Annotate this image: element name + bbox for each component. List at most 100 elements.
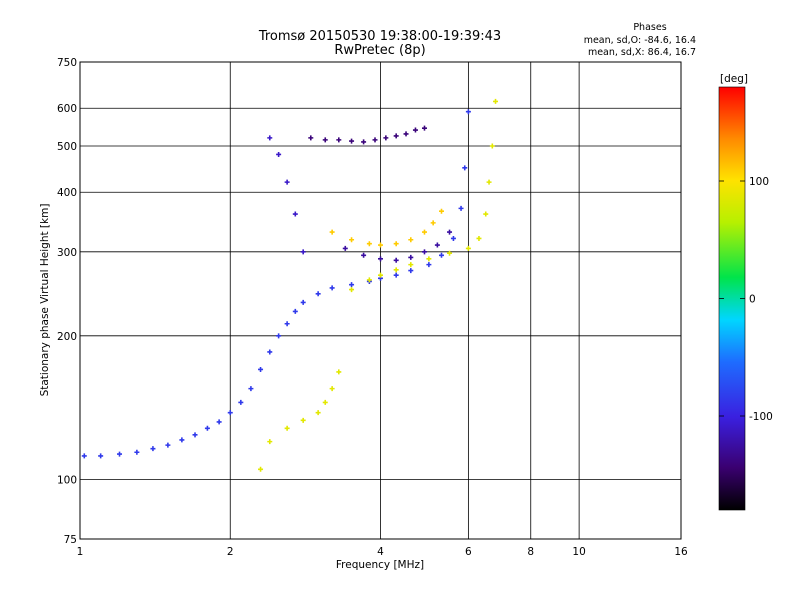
y-tick-label: 100 <box>57 474 77 486</box>
data-point <box>315 410 321 416</box>
data-point <box>329 285 335 291</box>
colorbar-tick-label: -100 <box>749 411 773 423</box>
data-point <box>393 272 399 278</box>
data-point <box>378 272 383 278</box>
data-point <box>284 425 290 431</box>
stats-heading: Phases <box>633 22 666 33</box>
data-point <box>476 235 482 241</box>
data-point <box>258 466 264 472</box>
y-tick-label: 200 <box>57 331 77 343</box>
data-point <box>192 432 198 438</box>
data-point <box>349 287 355 293</box>
data-point <box>447 229 453 235</box>
x-tick-labels: 1 2 4 6 8 10 16 <box>77 546 688 558</box>
data-point <box>412 127 418 133</box>
data-point <box>315 291 321 297</box>
y-axis-label: Stationary phase Virtual Height [km] <box>39 204 51 397</box>
data-point <box>408 268 414 274</box>
data-point <box>361 139 367 145</box>
data-point <box>383 135 389 141</box>
data-point <box>462 165 468 171</box>
data-point <box>81 453 87 459</box>
trace-o-oblique <box>267 135 306 255</box>
data-point <box>493 98 499 104</box>
data-point <box>165 442 171 448</box>
y-tick-label: 400 <box>57 187 77 199</box>
data-point <box>284 179 290 185</box>
data-point <box>300 417 306 423</box>
data-point <box>366 277 372 283</box>
plot-frame <box>79 61 682 540</box>
colorbar-tick-label: 0 <box>749 294 756 306</box>
data-point <box>366 241 372 247</box>
data-point <box>216 419 222 425</box>
y-tick-label: 500 <box>57 141 77 153</box>
data-point <box>430 220 436 226</box>
data-point <box>329 386 335 392</box>
stats-line-x: mean, sd,X: 86.4, 16.7 <box>588 47 696 58</box>
data-point <box>421 229 427 235</box>
y-tick-label: 75 <box>64 534 77 546</box>
data-point <box>426 262 432 268</box>
data-point <box>238 399 244 405</box>
data-point <box>322 137 328 143</box>
x-tick-label: 1 <box>77 546 84 558</box>
data-point <box>489 143 495 149</box>
data-point <box>458 205 464 211</box>
data-point <box>267 439 273 445</box>
data-point <box>292 308 298 314</box>
x-tick-label: 8 <box>527 546 534 558</box>
data-point <box>179 437 185 443</box>
data-point <box>372 137 378 143</box>
chart-subtitle: RwPretec (8p) <box>334 43 425 58</box>
data-point <box>276 151 282 157</box>
data-point <box>248 386 254 392</box>
data-point <box>342 245 348 251</box>
data-point <box>329 229 335 235</box>
data-point <box>134 449 140 455</box>
trace-x-arc <box>329 208 444 248</box>
data-point <box>336 369 342 375</box>
trace-o <box>81 109 471 459</box>
x-tick-label: 4 <box>377 546 384 558</box>
data-point <box>378 256 383 262</box>
data-point <box>204 425 210 431</box>
data-point <box>393 133 399 139</box>
data-points <box>81 98 499 472</box>
data-point <box>98 453 104 459</box>
data-point <box>267 349 273 355</box>
trace-x <box>258 98 499 472</box>
chart-title: Tromsø 20150530 19:38:00-19:39:43 <box>258 29 501 44</box>
data-point <box>450 235 456 241</box>
data-point <box>393 257 399 263</box>
x-tick-label: 6 <box>465 546 472 558</box>
data-point <box>393 267 399 273</box>
y-tick-labels: 75 100 200 300 400 500 600 750 <box>57 57 77 546</box>
data-point <box>349 282 355 288</box>
data-point <box>421 249 427 255</box>
data-point <box>258 366 264 372</box>
data-point <box>349 138 355 144</box>
data-point <box>465 109 471 115</box>
data-point <box>434 242 440 248</box>
data-point <box>426 256 432 262</box>
data-point <box>408 262 414 268</box>
data-point <box>300 249 306 255</box>
data-point <box>150 446 156 452</box>
data-point <box>465 245 471 251</box>
data-point <box>439 252 444 258</box>
x-tick-label: 2 <box>227 546 234 558</box>
y-tick-label: 750 <box>57 57 77 69</box>
data-point <box>267 135 273 141</box>
grid-lines <box>79 61 682 540</box>
trace-o-arc <box>342 229 453 263</box>
x-tick-label: 10 <box>572 546 585 558</box>
data-point <box>447 250 453 256</box>
data-point <box>483 211 489 217</box>
data-point <box>336 137 342 143</box>
data-point <box>403 131 409 137</box>
colorbar-tick-label: 100 <box>749 176 769 188</box>
data-point <box>408 237 414 243</box>
data-point <box>276 333 282 339</box>
